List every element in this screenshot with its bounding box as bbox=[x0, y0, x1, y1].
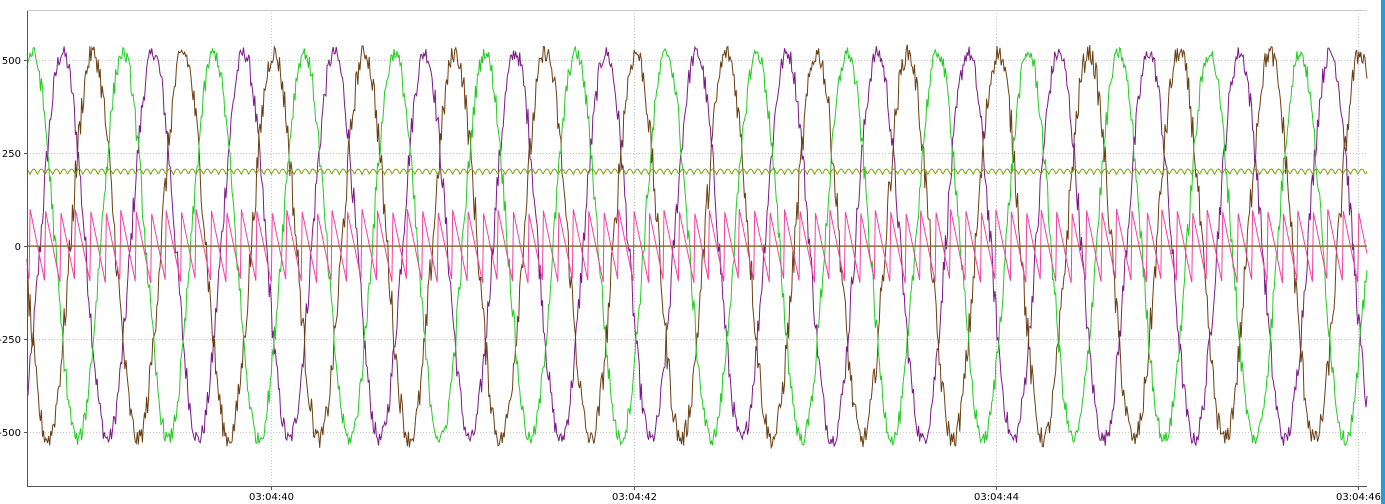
y-tick-label: -250 bbox=[0, 335, 21, 346]
x-tick-label: 03:04:40 bbox=[249, 492, 294, 503]
y-tick-label: 0 bbox=[15, 242, 21, 253]
series-line-2 bbox=[26, 44, 1368, 450]
series-line-3 bbox=[26, 45, 1368, 447]
series-line-4 bbox=[26, 168, 1368, 176]
x-tick-label: 03:04:46 bbox=[1336, 492, 1381, 503]
x-tick-label: 03:04:42 bbox=[612, 492, 657, 503]
series-line-1 bbox=[26, 45, 1368, 448]
axes bbox=[27, 10, 1367, 487]
y-tick-label: 250 bbox=[2, 149, 21, 160]
tick-labels: 500 250 0 -250 -500 03:04:40 03:04:42 03:04:44 0… bbox=[0, 56, 1381, 503]
x-tick-label: 03:04:44 bbox=[974, 492, 1019, 503]
y-tick-label: -500 bbox=[0, 428, 21, 439]
series-lines bbox=[26, 44, 1368, 450]
scrollbar-accent-bar[interactable] bbox=[1381, 0, 1385, 504]
series-line-5 bbox=[26, 208, 1368, 284]
y-tick-label: 500 bbox=[2, 56, 21, 67]
